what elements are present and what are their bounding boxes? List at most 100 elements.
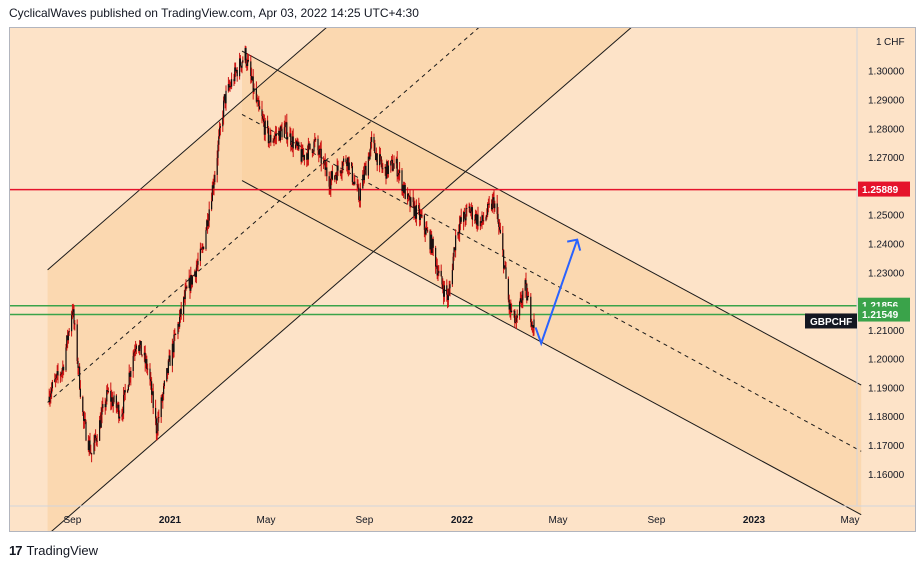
candle-body [140, 341, 142, 355]
candle [432, 236, 434, 257]
candle-body [163, 386, 165, 395]
candle [110, 382, 112, 411]
candle [348, 156, 350, 176]
candle-body [313, 141, 315, 152]
candle [325, 162, 327, 170]
candle [452, 252, 454, 271]
candle [234, 62, 236, 84]
footer-brand[interactable]: TradingView [26, 543, 99, 558]
candle-body [510, 303, 512, 312]
candle-body [425, 228, 427, 235]
support-lower-tag-label: 1.21549 [862, 310, 899, 321]
chart-frame[interactable]: 1 CHF 1.16000 1.17000 1.18000 1.19000 1.20000 1… [9, 27, 916, 532]
candle-body [497, 213, 499, 223]
candle-body [527, 295, 529, 301]
candle-body [54, 379, 56, 383]
candle-body [235, 69, 237, 72]
candle-body [156, 431, 158, 434]
candle [289, 126, 291, 137]
candle [393, 155, 395, 169]
candle [525, 272, 527, 286]
candle-body [351, 162, 353, 167]
x-tick-label: 2022 [451, 515, 474, 526]
candle [415, 205, 417, 223]
candle-body [437, 273, 439, 276]
candle-body [442, 284, 444, 290]
candle [55, 373, 57, 383]
candle [240, 65, 242, 72]
ascending-channel-lower-line [51, 28, 632, 531]
candle [258, 95, 260, 112]
candle-body [319, 148, 321, 155]
candle [364, 162, 366, 175]
candle-body [317, 138, 319, 151]
candle [481, 211, 483, 229]
candle-body [262, 116, 264, 119]
candle-body [387, 161, 389, 175]
candle-body [475, 214, 477, 225]
candle [105, 399, 107, 411]
candle [151, 377, 153, 404]
candle [99, 415, 101, 442]
candle [127, 389, 129, 394]
candle [418, 197, 420, 216]
candle-body [95, 435, 97, 438]
candle [314, 132, 316, 148]
candle-body [162, 394, 164, 401]
candle-body [99, 420, 101, 428]
candle-body [376, 153, 378, 166]
candle [82, 395, 84, 416]
candle [519, 292, 521, 305]
candle-body [407, 193, 409, 197]
candle [102, 397, 104, 412]
candle-body [83, 419, 85, 421]
candle-body [403, 185, 405, 193]
candle [527, 291, 529, 298]
candle-body [184, 289, 186, 300]
candle [177, 321, 179, 340]
y-tick-label: 1.21000 [868, 326, 905, 337]
candle-body [352, 182, 354, 185]
candle [303, 147, 305, 161]
x-tick-label: May [549, 515, 568, 526]
candle [87, 435, 89, 453]
candle-body [347, 157, 349, 167]
candle [162, 392, 164, 409]
candle [455, 229, 457, 258]
candle [317, 135, 319, 156]
candle [351, 162, 353, 185]
candle [429, 229, 431, 254]
candle-body [241, 62, 243, 68]
tradingview-logo-icon[interactable]: 17 [9, 543, 23, 558]
candle [202, 243, 204, 253]
candle [390, 160, 392, 173]
candle-body [345, 158, 347, 162]
candle-body [435, 265, 437, 267]
candle [83, 411, 85, 429]
candle [297, 138, 299, 151]
descending-channel-lower-line [241, 180, 862, 516]
candle [470, 208, 472, 217]
candle [464, 214, 466, 227]
price-chart[interactable]: 1 CHF 1.16000 1.17000 1.18000 1.19000 1.20000 1… [10, 28, 915, 531]
candle [233, 73, 235, 86]
candle-body [240, 65, 242, 68]
y-tick-label: 1.20000 [868, 355, 905, 366]
candle-body [363, 169, 365, 181]
candle [135, 343, 137, 355]
candle [71, 310, 73, 337]
candle [516, 309, 518, 323]
candle [119, 410, 121, 422]
candle-body [253, 88, 255, 92]
candle-body [263, 121, 265, 135]
candle-body [129, 372, 131, 377]
candle-body [259, 106, 261, 110]
candle [475, 210, 477, 229]
candle-body [507, 278, 509, 300]
candle-body [353, 181, 355, 185]
candle [337, 160, 339, 177]
candle [155, 399, 157, 426]
candle [62, 360, 64, 379]
candle [247, 53, 249, 71]
